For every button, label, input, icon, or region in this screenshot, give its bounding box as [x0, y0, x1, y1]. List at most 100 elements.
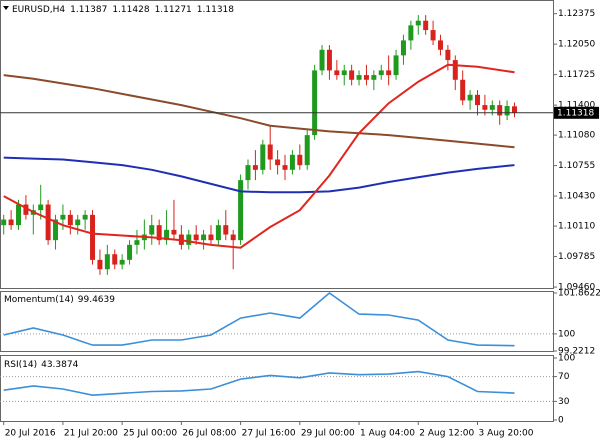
candle-body — [201, 234, 207, 241]
candle-body — [193, 234, 199, 241]
candle-body — [8, 219, 14, 226]
indicator-line — [3, 291, 515, 347]
y-tick-label: 1.10110 — [558, 222, 595, 232]
candle-body — [23, 204, 29, 215]
candle-body — [267, 144, 273, 160]
ohlc-value: 1.11318 — [197, 5, 234, 15]
indicator-title: RSI(14) 43.3874 — [4, 360, 79, 370]
candle-body — [238, 180, 244, 241]
candle-body — [482, 105, 488, 110]
candle-body — [445, 49, 451, 61]
y-tick-label: 1.10430 — [558, 192, 595, 202]
candle-body — [171, 229, 177, 235]
candle-body — [186, 234, 192, 245]
candle-body — [371, 75, 377, 80]
candle-body — [452, 60, 458, 80]
y-tick-label: 70 — [558, 372, 570, 382]
price-panel — [0, 0, 554, 289]
candle-body — [75, 219, 81, 226]
last-price-box — [554, 106, 599, 119]
candle-body — [460, 79, 466, 101]
candle-body — [312, 70, 318, 136]
y-tick-label: 1.09785 — [558, 252, 595, 262]
candle-body — [260, 144, 266, 170]
candle-body — [512, 106, 518, 113]
candle-body — [415, 20, 421, 26]
candle-body — [437, 40, 443, 50]
y-tick-label: 1.12050 — [558, 40, 595, 50]
candle-body — [230, 234, 236, 241]
rsi-panel — [0, 355, 554, 422]
candle-body — [304, 135, 310, 166]
candle-body — [164, 229, 170, 241]
momentum-panel — [0, 291, 554, 352]
y-tick-label: 30 — [558, 397, 570, 407]
candle-body — [363, 75, 369, 80]
y-tick-label: 1.11725 — [558, 70, 595, 80]
y-tick-label: 1.11400 — [558, 101, 595, 111]
candle-body — [341, 70, 347, 76]
ohlc-value: 1.11271 — [155, 5, 192, 15]
candle-body — [252, 165, 258, 170]
indicator-name: RSI(14) — [4, 360, 37, 370]
candle-body — [467, 94, 473, 101]
candle-body — [67, 214, 73, 226]
y-tick-label: 100 — [558, 329, 575, 339]
candle-body — [16, 204, 22, 226]
indicator-value: 99.4639 — [78, 295, 115, 305]
symbol: EURUSD,H4 — [12, 5, 65, 15]
candle-body — [82, 214, 88, 220]
y-tick-label: 100 — [558, 354, 575, 364]
y-tick-label: 1.11080 — [558, 131, 595, 141]
candle-body — [386, 70, 392, 76]
ohlc-value: 1.11387 — [70, 5, 107, 15]
candle-body — [474, 94, 480, 106]
candle-body — [393, 55, 399, 76]
x-tick-label: 1 Aug 04:00 — [360, 429, 415, 439]
indicator-title: Momentum(14) 99.4639 — [4, 295, 115, 305]
candle-body — [408, 25, 414, 41]
x-tick-label: 29 Jul 00:00 — [301, 429, 355, 439]
indicator-line — [3, 63, 515, 249]
candle-body — [497, 105, 503, 116]
chart-title: EURUSD,H4 1.11387 1.11428 1.11271 1.11318 — [12, 5, 234, 15]
y-tick-label: 1.10755 — [558, 161, 595, 171]
candle-body — [215, 225, 221, 241]
x-tick-label: 27 Jul 16:00 — [242, 429, 296, 439]
candle-body — [149, 225, 155, 235]
candle-body — [45, 204, 51, 241]
indicator-name: Momentum(14) — [4, 295, 74, 305]
candle-body — [356, 75, 362, 80]
candle-body — [275, 159, 281, 166]
indicator-line — [3, 156, 515, 194]
candle-body — [400, 40, 406, 56]
indicator-line — [3, 370, 515, 397]
candle-body — [349, 70, 355, 80]
candle-body — [297, 154, 303, 166]
candle-body — [208, 234, 214, 241]
candle-body — [289, 154, 295, 170]
candle-body — [423, 20, 429, 31]
candle-body — [156, 225, 162, 241]
indicator-line — [3, 74, 515, 149]
last-price-label: 1.11318 — [557, 108, 594, 118]
candle-body — [119, 259, 125, 265]
candle-body — [245, 165, 251, 181]
x-tick-label: 25 Jul 00:00 — [123, 429, 177, 439]
candle-body — [326, 49, 332, 71]
candle-body — [104, 254, 110, 270]
candle-body — [282, 165, 288, 170]
x-tick-label: 21 Jul 20:00 — [64, 429, 118, 439]
candle-body — [134, 240, 140, 245]
candle-body — [97, 259, 103, 270]
menu-arrow — [3, 6, 9, 10]
y-tick-label: 0 — [558, 416, 564, 426]
x-tick-label: 20 Jul 2016 — [5, 429, 56, 439]
y-tick-label: 1.12375 — [558, 9, 595, 19]
candle-body — [127, 244, 133, 260]
indicator-value: 43.3874 — [41, 360, 78, 370]
candle-body — [430, 30, 436, 41]
x-tick-label: 3 Aug 20:00 — [478, 429, 533, 439]
